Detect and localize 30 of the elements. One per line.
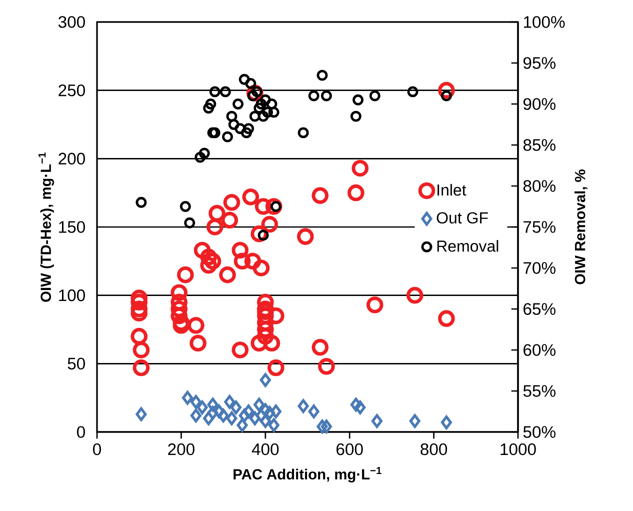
y2-tick-label: 55% (523, 385, 556, 397)
y2-tick-label: 95% (523, 57, 556, 69)
y-tick-label: 100 (59, 289, 85, 302)
legend-label: Removal (437, 240, 498, 252)
y-axis-title: OIW (TD-Hex), mg·L$^{−1}$ (38, 152, 54, 302)
y-tick-label: 50 (68, 358, 85, 370)
x-tick-label: 1000 (500, 443, 536, 456)
y2-tick-label: 70% (524, 262, 556, 274)
y-tick-label: 200 (58, 152, 85, 165)
y-tick-label: 300 (58, 16, 85, 28)
y2-tick-label: 80% (523, 180, 556, 192)
x-tick-label: 600 (336, 443, 363, 456)
x-tick-label: 800 (420, 443, 448, 456)
y2-tick-label: 90% (523, 98, 556, 110)
y-tick-label: 250 (58, 84, 85, 96)
y-tick-label: 150 (59, 221, 85, 233)
legend-label: Inlet (438, 184, 466, 196)
x-axis-title: PAC Addition, mg·L$^{−1}$ (234, 466, 382, 482)
legend-label: Out GF (436, 212, 488, 224)
x-tick-label: 0 (93, 443, 101, 456)
y2-tick-label: 100% (524, 16, 565, 28)
y2-tick-label: 75% (524, 221, 556, 233)
y2-tick-label: 50% (523, 426, 556, 438)
x-tick-label: 200 (168, 443, 194, 456)
y2-tick-label: 60% (524, 344, 556, 356)
y2-axis-title: OIW Removal, % (574, 170, 588, 284)
y2-tick-label: 65% (524, 303, 556, 315)
x-tick-label: 400 (252, 443, 279, 456)
y2-tick-label: 85% (523, 139, 556, 151)
y-tick-label: 0 (77, 426, 85, 438)
